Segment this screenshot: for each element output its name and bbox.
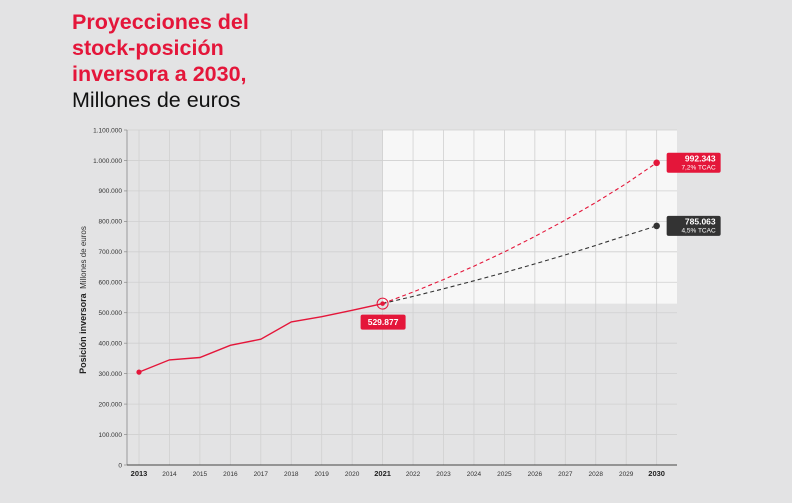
data-point-start [136,369,142,375]
y-tick-label: 700.000 [99,249,123,256]
grid-layer [127,129,677,465]
x-tick-label: 2015 [193,471,208,478]
junction-ring [376,297,389,310]
x-tick-label: 2013 [131,469,148,478]
title-line-2: stock-posición [72,36,224,60]
x-tick-label: 2026 [528,471,543,478]
x-tick-label: 2022 [406,471,421,478]
y-tick-label: 900.000 [99,188,123,195]
y-tick-label: 300.000 [99,371,123,378]
x-tick-label: 2014 [162,471,177,478]
axis-layer: 0 100.000 200.000 300.000 400.000 500.000 600.… [93,127,677,478]
y-axis-label-units: Millones de euros [79,226,88,289]
x-tick-label: 2023 [436,471,451,478]
y-axis-label-bold: Posición inversora [78,292,88,374]
x-tick-label: 2028 [589,471,604,478]
x-tick-label: 2018 [284,471,299,478]
value-label-box [360,314,406,330]
end-point-1 [653,159,660,167]
series-line-3 [382,225,657,305]
y-tick-label: 800.000 [99,219,123,226]
y-axis-label: Posición inversora Millones de euros [73,226,90,374]
x-tick-label: 2024 [467,471,482,478]
x-tick-label: 2029 [619,471,634,478]
y-tick-label: 500.000 [99,310,123,317]
x-tick-label: 2021 [374,469,391,478]
end-cagr-label-2: 4,5% TCAC [681,227,716,234]
x-tick-label: 2027 [558,471,573,478]
chart-subtitle: Millones de euros [72,88,241,112]
series-line-2 [382,162,657,305]
value-label: 529.877 [368,317,399,327]
y-tick-label: 400.000 [99,340,123,347]
title-line-3: inversora a 2030, [72,62,247,86]
end-label-box-1 [666,152,721,173]
y-tick-label: 1.000.000 [93,158,122,165]
junction-point [380,301,385,306]
end-cagr-label-1: 7,2% TCAC [681,164,716,171]
x-tick-label: 2020 [345,471,360,478]
projection-panel-layer [382,130,677,304]
series-line-1 [138,302,383,373]
y-tick-label: 600.000 [99,280,123,287]
title-line-1: Proyecciones del [72,10,249,34]
y-tick-label: 1.100.000 [93,127,122,134]
y-tick-label: 100.000 [99,432,123,439]
x-tick-label: 2025 [497,471,512,478]
x-tick-label: 2019 [314,471,329,478]
y-tick-label: 0 [118,462,122,469]
projection-panel [382,130,677,304]
x-tick-label: 2016 [223,471,238,478]
end-value-label-1: 992.343 [685,153,716,163]
series-layer [136,159,660,375]
chart-title: Proyecciones del stock-posición inversor… [72,9,372,87]
end-value-label-2: 785.063 [685,216,716,226]
x-tick-label: 2017 [254,471,269,478]
end-point-2 [653,222,660,230]
end-label-box-2 [666,215,721,236]
y-tick-label: 200.000 [99,401,123,408]
x-tick-label: 2030 [648,469,665,478]
